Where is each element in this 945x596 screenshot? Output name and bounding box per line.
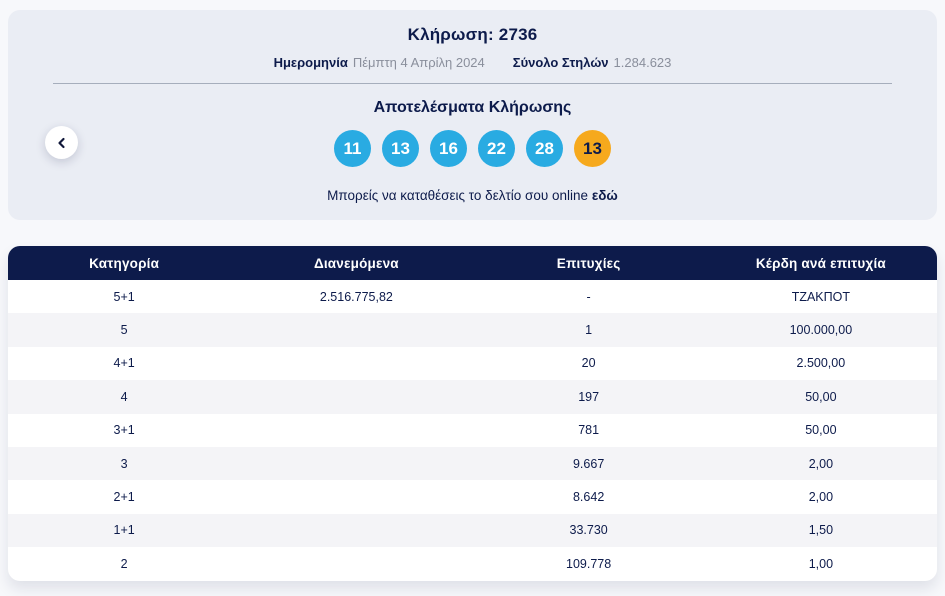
table-cell: 1+1	[113, 523, 135, 538]
prize-table-body: 5+1 2.516.775,82 - ΤΖΑΚΠΟΤ 5 1 100.000,00 4+1 20…	[8, 280, 937, 581]
table-row: 4 197 50,00	[8, 380, 937, 414]
table-cell: ΤΖΑΚΠΟΤ	[791, 289, 851, 304]
total-columns-label: Σύνολο Στηλών	[512, 55, 609, 70]
column-header-category: Κατηγορία	[8, 246, 241, 280]
table-cell: 100.000,00	[789, 323, 853, 338]
draw-date-label: Ημερομηνία	[273, 55, 348, 70]
total-columns: Σύνολο Στηλών 1.284.623	[513, 55, 672, 70]
table-cell: 1	[585, 323, 593, 338]
table-cell: 50,00	[805, 389, 837, 404]
table-cell: 1,50	[808, 523, 834, 538]
table-cell	[240, 514, 472, 547]
table-cell: 197	[578, 389, 600, 404]
table-cell	[240, 547, 472, 580]
draw-title: Κλήρωση: 2736	[407, 25, 538, 44]
draw-meta: Ημερομηνία Πέμπτη 4 Απρίλη 2024 Σύνολο Σ…	[8, 55, 937, 70]
number-ball: 28	[526, 130, 563, 167]
table-cell: 781	[578, 423, 600, 438]
table-cell	[240, 313, 472, 346]
table-cell: 5	[120, 323, 128, 338]
table-cell	[240, 447, 472, 480]
table-cell: 33.730	[569, 523, 608, 538]
header-row: Κατηγορία Διανεμόμενα Επιτυχίες Κέρδη αν…	[8, 246, 937, 280]
table-cell: -	[586, 289, 591, 304]
table-cell: 4	[120, 389, 128, 404]
table-cell: 109.778	[566, 556, 612, 571]
table-cell: 2.516.775,82	[319, 289, 393, 304]
table-cell: 2.500,00	[796, 356, 846, 371]
table-cell: 8.642	[572, 490, 605, 505]
table-row: 5 1 100.000,00	[8, 313, 937, 347]
total-columns-value: 1.284.623	[613, 55, 672, 70]
table-row: 3 9.667 2,00	[8, 446, 937, 481]
table-row: 2 109.778 1,00	[8, 547, 937, 580]
prize-table-head: Κατηγορία Διανεμόμενα Επιτυχίες Κέρδη αν…	[8, 246, 937, 280]
table-row: 3+1 781 50,00	[8, 414, 937, 447]
draw-date: Ημερομηνία Πέμπτη 4 Απρίλη 2024	[274, 55, 485, 70]
table-cell	[240, 480, 472, 513]
column-header-distributed: Διανεμόμενα	[240, 246, 473, 280]
draw-date-value: Πέμπτη 4 Απρίλη 2024	[352, 55, 485, 70]
number-ball: 16	[430, 130, 467, 167]
table-cell: 3	[120, 456, 128, 471]
table-cell	[240, 414, 472, 447]
table-cell: 2,00	[808, 490, 834, 505]
joker-ball: 13	[574, 130, 611, 167]
prize-table-card: Κατηγορία Διανεμόμενα Επιτυχίες Κέρδη αν…	[8, 246, 937, 581]
table-row: 5+1 2.516.775,82 - ΤΖΑΚΠΟΤ	[8, 280, 937, 313]
table-row: 2+1 8.642 2,00	[8, 480, 937, 513]
column-header-winners: Επιτυχίες	[472, 246, 705, 280]
table-cell: 5+1	[113, 289, 135, 304]
draw-results-card: Κλήρωση: 2736 Ημερομηνία Πέμπτη 4 Απρίλη…	[8, 10, 937, 220]
table-cell: 50,00	[805, 423, 837, 438]
number-ball: 13	[382, 130, 419, 167]
table-cell: 2+1	[113, 490, 135, 505]
table-cell: 2,00	[808, 456, 834, 471]
table-cell: 1,00	[808, 556, 834, 571]
table-cell: 9.667	[572, 456, 605, 471]
number-ball: 22	[478, 130, 515, 167]
table-cell: 4+1	[113, 356, 135, 371]
table-cell	[240, 380, 472, 413]
table-cell	[240, 347, 472, 380]
chevron-left-icon	[56, 137, 68, 149]
table-cell: 3+1	[113, 423, 135, 438]
numbers-row: 11 13 16 22 28 13	[8, 130, 937, 167]
number-ball: 11	[334, 130, 371, 167]
divider	[53, 83, 892, 84]
back-button[interactable]	[45, 126, 78, 159]
table-cell: 2	[120, 556, 128, 571]
deposit-text: Μπορείς να καταθέσεις το δελτίο σου onli…	[327, 188, 589, 203]
prize-table: Κατηγορία Διανεμόμενα Επιτυχίες Κέρδη αν…	[8, 246, 937, 581]
deposit-line: Μπορείς να καταθέσεις το δελτίο σου onli…	[8, 188, 937, 203]
deposit-here-link[interactable]: εδώ	[591, 188, 618, 203]
table-cell: 20	[581, 356, 596, 371]
column-header-prize: Κέρδη ανά επιτυχία	[704, 246, 937, 280]
results-heading: Αποτελέσματα Κλήρωσης	[373, 99, 572, 116]
table-row: 4+1 20 2.500,00	[8, 347, 937, 380]
table-row: 1+1 33.730 1,50	[8, 513, 937, 548]
